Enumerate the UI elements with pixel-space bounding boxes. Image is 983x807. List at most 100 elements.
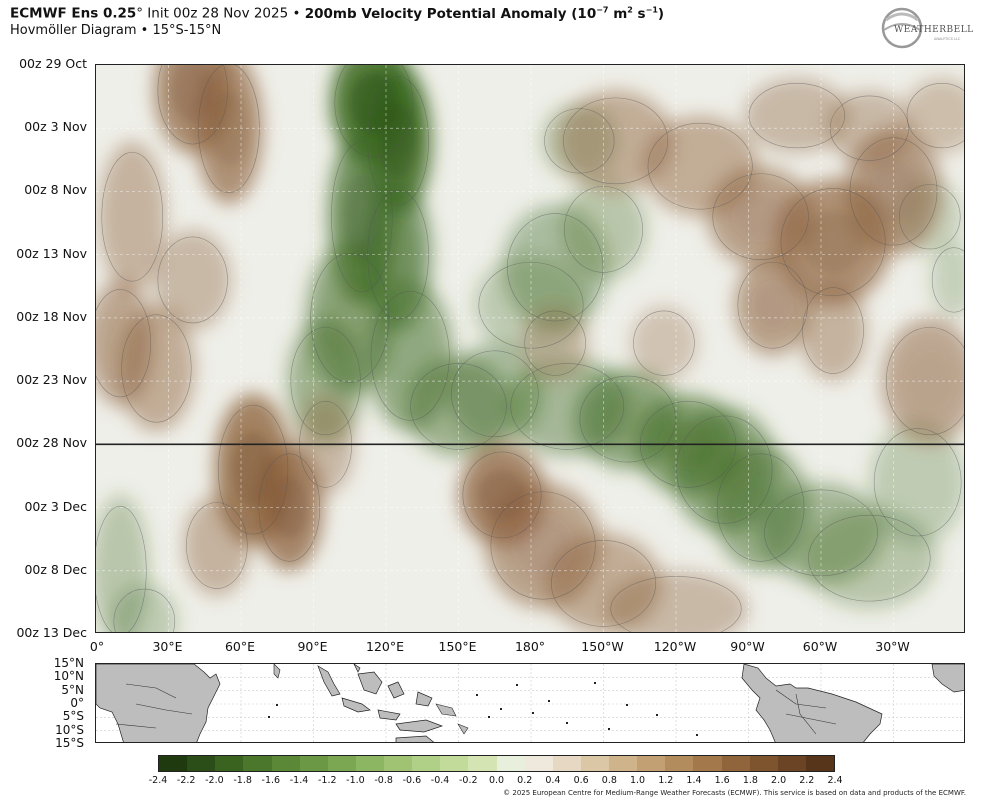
title-model: ECMWF Ens 0.25 — [10, 5, 137, 22]
island — [516, 684, 518, 686]
contour-line — [931, 247, 964, 313]
colorbar-tick-label: 0.8 — [601, 775, 617, 786]
contour-line — [716, 453, 805, 562]
title-variable-c: s — [632, 5, 646, 22]
colorbar-segment — [299, 756, 328, 771]
y-tick-label: 00z 23 Nov — [16, 372, 87, 388]
colorbar-tick-label: 1.2 — [658, 775, 674, 786]
contour-line — [367, 189, 429, 320]
y-tick-label: 00z 8 Dec — [24, 561, 87, 577]
colorbar-segment — [580, 756, 609, 771]
contour-line — [579, 375, 676, 463]
anomaly-core — [231, 431, 275, 508]
contour-line — [290, 327, 361, 436]
colorbar-segment — [749, 756, 778, 771]
anomaly-core — [801, 210, 865, 274]
anomaly-core — [171, 65, 214, 122]
colorbar-tick-label: 0.4 — [545, 775, 561, 786]
hovmoller-heatmap — [96, 65, 964, 632]
contour-line — [676, 415, 773, 524]
colorbar-tick-label: -0.6 — [402, 775, 422, 786]
colorbar-segment — [384, 756, 413, 771]
contour-line — [310, 253, 390, 383]
contour-line — [802, 287, 864, 374]
y-tick-label: 00z 18 Nov — [16, 308, 87, 324]
x-tick-label: 60°W — [802, 639, 838, 654]
colorbar-segment — [609, 756, 638, 771]
contour-line — [524, 310, 586, 376]
contour-line — [712, 173, 809, 261]
x-tick-label: 30°E — [152, 639, 183, 654]
africa-landmass — [96, 664, 221, 742]
colorbar-tick-label: -1.0 — [346, 775, 365, 786]
contour-line — [334, 65, 414, 157]
contour-line — [737, 261, 808, 349]
island — [656, 714, 658, 716]
colorbar-segment — [327, 756, 356, 771]
contour-line — [96, 289, 151, 398]
colorbar-segment — [215, 756, 244, 771]
colorbar-tick-label: 1.6 — [714, 775, 730, 786]
latitude-tick-label: 10°S — [55, 722, 84, 737]
anomaly-core — [386, 317, 435, 394]
contour-line — [808, 514, 931, 602]
island — [500, 708, 502, 710]
contour-line — [885, 327, 964, 436]
island — [276, 704, 278, 706]
colorbar-tick-label: 1.8 — [742, 775, 758, 786]
contour-line — [258, 453, 321, 562]
contour-line — [217, 404, 289, 535]
colorbar-segment — [552, 756, 581, 771]
colorbar-segment — [637, 756, 666, 771]
colorbar-segment — [693, 756, 722, 771]
latitude-tick-label: 5°S — [62, 709, 84, 724]
x-tick-label: 180° — [514, 639, 546, 654]
contour-line — [157, 65, 228, 145]
colorbar-segment — [440, 756, 469, 771]
colorbar-tick-label: 0.2 — [517, 775, 533, 786]
contour-line — [331, 141, 393, 293]
x-tick-label: 120°E — [365, 639, 405, 654]
latitude-tick-label: 5°N — [61, 682, 84, 697]
contour-line — [478, 261, 584, 349]
colorbar-tick-label: -1.8 — [233, 775, 252, 786]
title-exp-2: 2 — [627, 5, 633, 14]
island — [626, 704, 628, 706]
chart-title: ECMWF Ens 0.25° Init 00z 28 Nov 2025 • 2… — [10, 5, 664, 22]
contour-line — [410, 363, 507, 450]
contour-line — [849, 137, 938, 246]
colorbar-tick-label: -1.2 — [317, 775, 337, 786]
y-tick-label: 00z 3 Dec — [24, 498, 87, 514]
contour-line — [906, 83, 964, 149]
contour-line — [564, 186, 643, 273]
y-tick-label: 00z 13 Dec — [16, 625, 87, 640]
x-tick-label: 30°W — [875, 639, 910, 654]
x-tick-label: 0° — [89, 639, 105, 654]
colorbar-tick-label: -0.2 — [459, 775, 478, 786]
contour-line — [96, 506, 147, 632]
island — [566, 722, 568, 724]
colorbar-segment — [468, 756, 497, 771]
positive-anomaly-region — [630, 305, 698, 382]
negative-anomaly-region — [110, 583, 179, 632]
colorbar-tick-label: -0.8 — [374, 775, 393, 786]
negative-anomaly-region — [869, 419, 964, 546]
contour-line — [544, 108, 615, 174]
logo-subtext: ANALYTICS LLC — [934, 37, 961, 41]
y-tick-label: 00z 3 Nov — [24, 119, 87, 135]
logo-swirl-icon — [881, 7, 923, 49]
contour-line — [510, 363, 625, 450]
contour-line — [764, 489, 878, 577]
island — [548, 700, 550, 702]
colorbar-tick-label: 2.4 — [827, 775, 843, 786]
positive-anomaly-region — [743, 77, 850, 154]
title-exp-1: −7 — [596, 5, 609, 14]
positive-anomaly-region — [903, 77, 964, 154]
anomaly-core — [903, 349, 957, 413]
latitude-tick-label: 15°N — [53, 656, 84, 670]
y-tick-label: 00z 8 Nov — [24, 182, 87, 198]
colorbar-tick-label: -2.4 — [148, 775, 168, 786]
colorbar — [158, 755, 835, 772]
anomaly-core — [734, 475, 788, 540]
logo-text: WEATHERBELL — [894, 25, 974, 35]
